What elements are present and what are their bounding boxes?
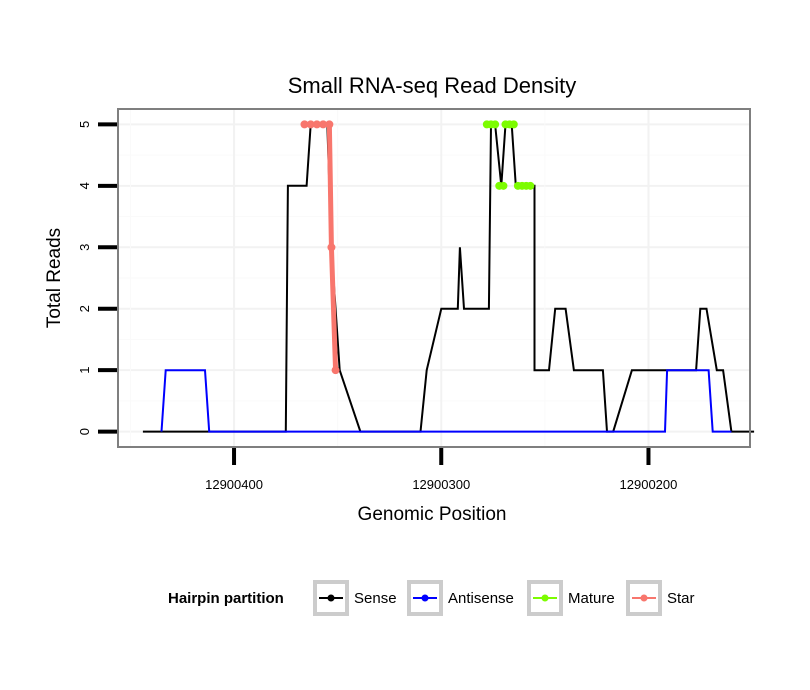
legend-label: Antisense bbox=[448, 590, 514, 607]
y-axis-title: Total Reads bbox=[44, 228, 65, 328]
x-tick-label: 12900400 bbox=[205, 477, 263, 492]
data-point bbox=[300, 120, 309, 129]
series-line bbox=[160, 369, 732, 433]
y-tick-label: 0 bbox=[77, 428, 92, 435]
data-point bbox=[509, 120, 518, 129]
y-tick-label: 5 bbox=[77, 121, 92, 128]
series-layer bbox=[142, 120, 755, 433]
series-segment bbox=[326, 121, 334, 250]
x-axis: 12900400 12900300 12900200 bbox=[205, 448, 677, 492]
series-mature bbox=[482, 120, 535, 190]
legend: Hairpin partition Sense Antisense Mature St… bbox=[168, 580, 695, 616]
data-point bbox=[319, 120, 328, 129]
data-point bbox=[491, 120, 500, 129]
x-tick-label: 12900300 bbox=[412, 477, 470, 492]
y-tick-label: 4 bbox=[77, 182, 92, 189]
series-star bbox=[300, 120, 340, 375]
y-tick-label: 2 bbox=[77, 305, 92, 312]
legend-key-point bbox=[640, 594, 648, 602]
data-point bbox=[499, 181, 508, 190]
legend-key-point bbox=[421, 594, 429, 602]
legend-label: Mature bbox=[568, 590, 615, 607]
legend-key-point bbox=[541, 594, 549, 602]
legend-item-mature: Mature bbox=[527, 580, 615, 616]
data-point bbox=[312, 120, 321, 129]
data-point bbox=[325, 120, 334, 129]
legend-item-star: Star bbox=[626, 580, 695, 616]
data-point bbox=[331, 366, 340, 375]
legend-label: Sense bbox=[354, 590, 397, 607]
chart-title: Small RNA-seq Read Density bbox=[288, 73, 577, 98]
legend-label: Star bbox=[667, 590, 695, 607]
data-point bbox=[327, 243, 336, 252]
legend-title: Hairpin partition bbox=[168, 590, 284, 607]
y-tick-label: 1 bbox=[77, 367, 92, 374]
x-axis-title: Genomic Position bbox=[358, 504, 507, 525]
legend-item-sense: Sense bbox=[313, 580, 397, 616]
grid-lines bbox=[118, 109, 750, 447]
plot-border bbox=[117, 108, 751, 448]
legend-item-antisense: Antisense bbox=[407, 580, 514, 616]
x-tick-label: 12900200 bbox=[620, 477, 678, 492]
legend-key-point bbox=[327, 594, 335, 602]
series-antisense bbox=[160, 369, 732, 433]
data-point bbox=[526, 181, 535, 190]
y-tick-label: 3 bbox=[77, 244, 92, 251]
y-axis: 0 1 2 3 4 5 bbox=[77, 121, 117, 435]
data-point bbox=[306, 120, 315, 129]
series-segment bbox=[328, 244, 339, 373]
